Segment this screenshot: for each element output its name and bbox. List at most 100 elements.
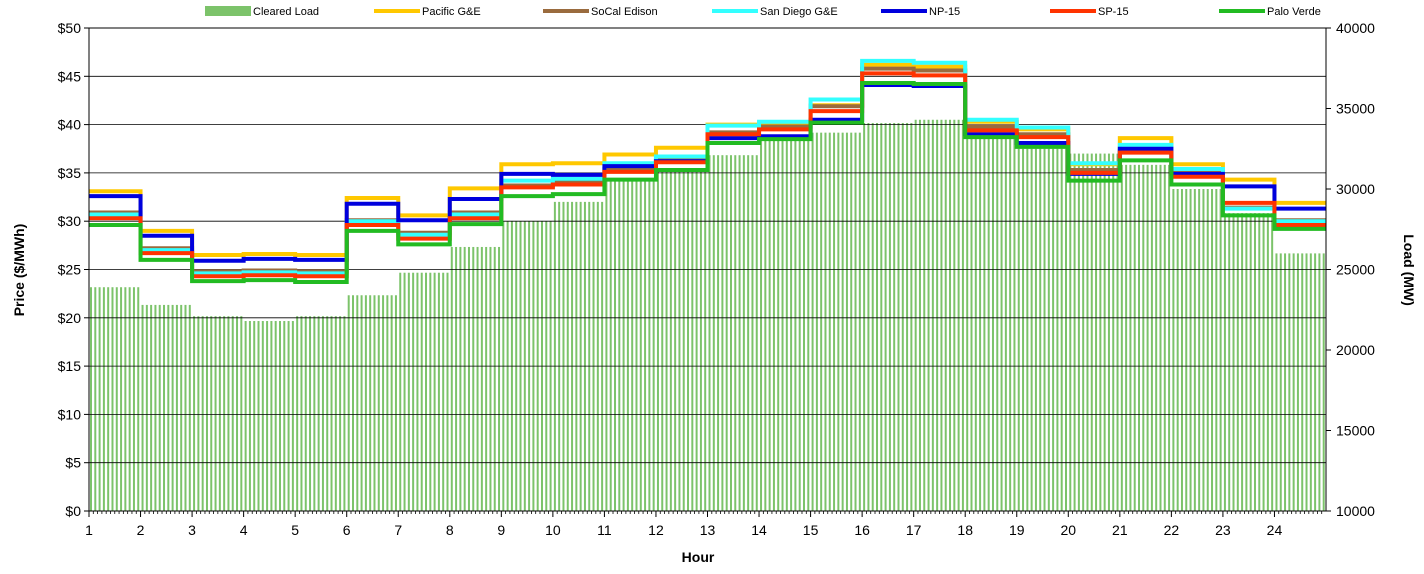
load-bar bbox=[102, 287, 105, 511]
load-bar bbox=[729, 155, 732, 511]
x-tick-label: 9 bbox=[497, 522, 505, 538]
x-tick-label: 20 bbox=[1061, 522, 1077, 538]
legend-label: Pacific G&E bbox=[422, 6, 481, 18]
load-bar bbox=[747, 155, 750, 511]
y-tick-label-right: 15000 bbox=[1336, 423, 1375, 439]
load-bar bbox=[390, 295, 393, 511]
load-bar bbox=[639, 180, 642, 511]
load-bar bbox=[699, 169, 702, 511]
load-bar bbox=[1253, 213, 1256, 511]
load-bar bbox=[463, 246, 466, 511]
load-bar bbox=[493, 246, 496, 511]
load-bar bbox=[1022, 148, 1025, 511]
load-bar bbox=[1047, 148, 1050, 511]
load-bar bbox=[1159, 164, 1162, 511]
load-bar bbox=[94, 287, 97, 511]
y-tick-label-left: $5 bbox=[65, 455, 81, 471]
load-bar bbox=[644, 180, 647, 511]
load-bar bbox=[845, 132, 848, 511]
load-bar bbox=[309, 316, 312, 511]
legend-label: SP-15 bbox=[1098, 6, 1129, 18]
y-tick-label-right: 30000 bbox=[1336, 181, 1375, 197]
load-bar bbox=[652, 180, 655, 511]
load-bar bbox=[120, 287, 123, 511]
load-bar bbox=[201, 316, 204, 511]
legend: Cleared Load Pacific G&E SoCal Edison San D… bbox=[205, 6, 1321, 18]
load-bar bbox=[876, 122, 879, 512]
load-bar bbox=[802, 140, 805, 511]
load-bar bbox=[1013, 134, 1016, 511]
load-bar bbox=[940, 119, 943, 512]
load-bar bbox=[1103, 153, 1106, 511]
load-bar bbox=[798, 140, 801, 511]
load-bar bbox=[1039, 148, 1042, 511]
y-tick-label-left: $0 bbox=[65, 503, 81, 519]
load-bar bbox=[369, 295, 372, 511]
load-bar bbox=[854, 132, 857, 511]
load-bar bbox=[304, 316, 307, 511]
load-bar bbox=[270, 321, 273, 511]
axes-layer: $0 $5 $10 $15 $20 $25 $30 $35 $40 $45 $50 10000 1500… bbox=[58, 20, 1376, 538]
load-bar bbox=[1082, 153, 1085, 511]
legend-label: SoCal Edison bbox=[591, 6, 658, 18]
load-bar bbox=[734, 155, 737, 511]
load-bar bbox=[1241, 213, 1244, 511]
legend-label: Palo Verde bbox=[1267, 6, 1321, 18]
load-bar bbox=[205, 316, 208, 511]
load-bar bbox=[858, 132, 861, 511]
load-bar bbox=[614, 180, 617, 511]
load-bar bbox=[1077, 153, 1080, 511]
x-tick-label: 15 bbox=[803, 522, 819, 538]
load-bar bbox=[1275, 253, 1278, 511]
load-bar bbox=[420, 272, 423, 511]
load-bar bbox=[1069, 153, 1072, 511]
x-axis-title: Hour bbox=[682, 549, 715, 565]
load-bar bbox=[1176, 189, 1179, 511]
load-bar bbox=[141, 304, 144, 511]
x-tick-label: 8 bbox=[446, 522, 454, 538]
load-bar bbox=[906, 122, 909, 512]
load-bar bbox=[476, 246, 479, 511]
load-bar bbox=[283, 321, 286, 511]
load-bar bbox=[648, 180, 651, 511]
x-tick-label: 11 bbox=[597, 522, 612, 538]
load-bar bbox=[124, 287, 127, 511]
x-tick-label: 13 bbox=[700, 522, 716, 538]
load-bar bbox=[772, 140, 775, 511]
load-bar bbox=[1292, 253, 1295, 511]
load-bar bbox=[575, 201, 578, 511]
load-bar bbox=[317, 316, 320, 511]
y-tick-label-left: $40 bbox=[58, 117, 82, 133]
load-bar bbox=[480, 246, 483, 511]
load-bar bbox=[1314, 253, 1317, 511]
load-bar bbox=[1305, 253, 1308, 511]
load-bar bbox=[1073, 153, 1076, 511]
load-bar bbox=[1163, 164, 1166, 511]
x-tick-label: 18 bbox=[957, 522, 973, 538]
x-tick-label: 16 bbox=[854, 522, 870, 538]
y-tick-label-left: $15 bbox=[58, 358, 82, 374]
load-bar bbox=[403, 272, 406, 511]
load-bar bbox=[631, 180, 634, 511]
x-tick-label: 17 bbox=[906, 522, 922, 538]
load-bar bbox=[111, 287, 114, 511]
load-bar bbox=[695, 169, 698, 511]
load-bar bbox=[974, 134, 977, 511]
load-bar bbox=[1245, 213, 1248, 511]
load-bar bbox=[562, 201, 565, 511]
load-bar bbox=[1271, 213, 1274, 511]
load-bar bbox=[107, 287, 110, 511]
load-bar bbox=[953, 119, 956, 512]
load-bar bbox=[1133, 164, 1136, 511]
load-bar bbox=[785, 140, 788, 511]
load-bar bbox=[983, 134, 986, 511]
load-bar bbox=[596, 201, 599, 511]
load-bar bbox=[442, 272, 445, 511]
load-bar bbox=[1279, 253, 1282, 511]
load-bar bbox=[1223, 213, 1226, 511]
x-tick-label: 22 bbox=[1164, 522, 1180, 538]
load-bar bbox=[132, 287, 135, 511]
load-bar bbox=[893, 122, 896, 512]
load-bar bbox=[1060, 148, 1063, 511]
